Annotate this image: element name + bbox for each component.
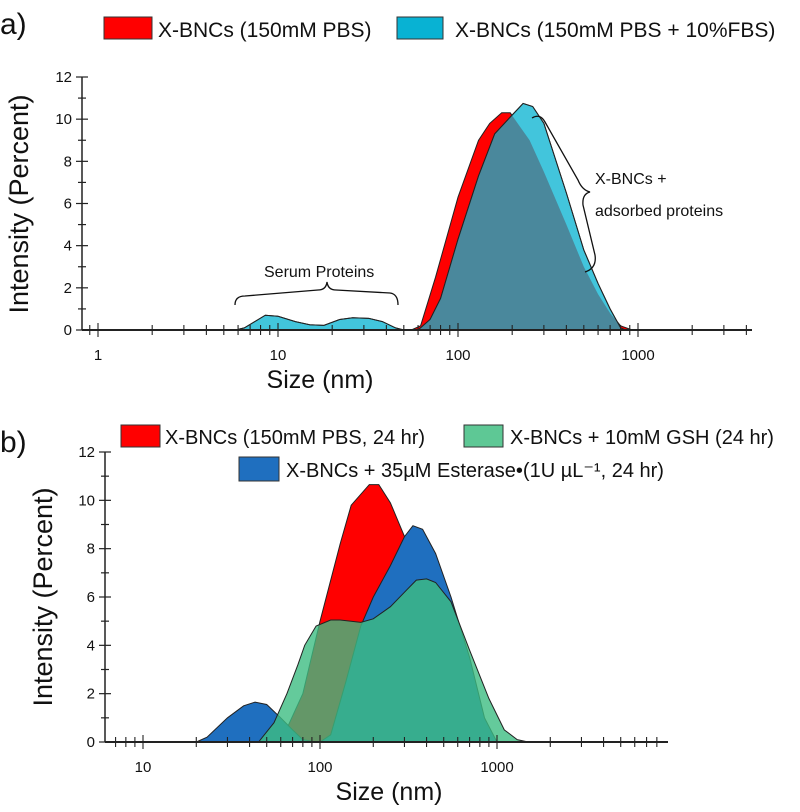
legend-b-label-1: X-BNCs + 10mM GSH (24 hr) xyxy=(510,427,774,449)
x-tick-label: 1 xyxy=(94,347,102,364)
panel-a-label: a) xyxy=(0,8,27,41)
x-axis-label: Size (nm) xyxy=(336,778,443,806)
legend-a-label-1: X-BNCs (150mM PBS + 10%FBS) xyxy=(455,19,775,42)
x-tick-label: 100 xyxy=(445,347,470,364)
y-tick-label: 2 xyxy=(64,280,72,297)
legend-a-swatch-1 xyxy=(396,16,444,40)
panel-b: b) X-BNCs (150mM PBS, 24 hr) X-BNCs + 10… xyxy=(0,424,774,806)
y-tick-label: 0 xyxy=(64,322,72,339)
legend-b-swatch-0 xyxy=(120,424,161,448)
y-tick-label: 4 xyxy=(87,637,95,654)
y-tick-label: 6 xyxy=(64,196,72,213)
annotation-serum-proteins: Serum Proteins xyxy=(264,264,374,281)
y-tick-label: 8 xyxy=(64,153,72,170)
adsorbed-brace xyxy=(531,115,596,273)
legend-b-swatch-2 xyxy=(238,456,280,482)
y-axis-label: Intensity (Percent) xyxy=(28,487,58,706)
legend-a-swatch-0 xyxy=(103,16,153,40)
y-tick-label: 12 xyxy=(78,444,95,461)
y-tick-label: 10 xyxy=(78,492,95,509)
panel-b-plot: 0 2 4 6 8 10 12 10 100 1000 Size (nm) Intensity (Pe… xyxy=(28,444,668,806)
y-tick-label: 0 xyxy=(87,734,95,751)
annotation-adsorbed-1: X-BNCs + xyxy=(595,171,667,188)
x-tick-label: 1000 xyxy=(480,759,513,776)
legend-b-label-0: X-BNCs (150mM PBS, 24 hr) xyxy=(165,427,425,449)
serum-brace xyxy=(234,281,399,306)
y-tick-label: 6 xyxy=(87,589,95,606)
legend-b-swatch-1 xyxy=(463,424,504,448)
x-tick-label: 10 xyxy=(135,759,152,776)
x-axis-label: Size (nm) xyxy=(267,366,374,394)
series-overlap-area xyxy=(411,112,626,330)
y-tick-label: 12 xyxy=(55,69,72,86)
legend-a-label-0: X-BNCs (150mM PBS) xyxy=(158,19,372,42)
legend-b-label-2: X-BNCs + 35µM Esterase•(1U µL⁻¹, 24 hr) xyxy=(286,460,664,482)
x-tick-label: 1000 xyxy=(621,347,654,364)
y-tick-label: 8 xyxy=(87,541,95,558)
y-tick-label: 10 xyxy=(55,111,72,128)
y-tick-label: 4 xyxy=(64,238,72,255)
y-tick-label: 2 xyxy=(87,686,95,703)
annotation-adsorbed-2: adsorbed proteins xyxy=(595,203,723,220)
x-tick-label: 100 xyxy=(307,759,332,776)
y-axis-label: Intensity (Percent) xyxy=(4,94,34,313)
panel-a-plot: 0 2 4 6 8 10 12 1 10 100 1000 Size (nm) Intensity (P… xyxy=(4,69,752,394)
series-area-gsh xyxy=(257,578,529,743)
panel-a: a) X-BNCs (150mM PBS) X-BNCs (150mM PBS … xyxy=(0,8,775,394)
panel-b-label: b) xyxy=(0,426,27,459)
x-tick-label: 10 xyxy=(270,347,287,364)
series-outline-fbs xyxy=(235,102,626,331)
